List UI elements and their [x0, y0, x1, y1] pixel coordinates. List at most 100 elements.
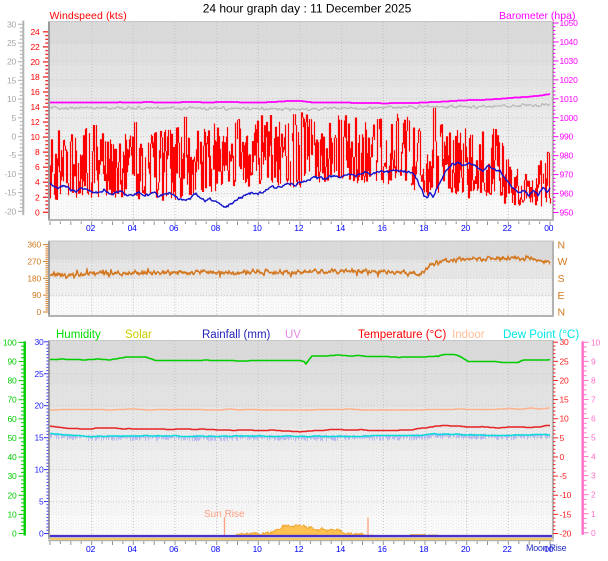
svg-text:25: 25: [7, 38, 17, 48]
svg-text:30: 30: [34, 337, 44, 347]
svg-text:Humidity: Humidity: [56, 329, 101, 341]
svg-text:100: 100: [3, 337, 17, 347]
svg-text:4: 4: [591, 452, 596, 462]
svg-text:80: 80: [7, 376, 17, 386]
svg-text:20: 20: [30, 57, 40, 67]
svg-text:960: 960: [560, 189, 574, 199]
svg-text:9: 9: [591, 356, 596, 366]
svg-text:00: 00: [544, 544, 554, 554]
svg-text:W: W: [558, 256, 568, 268]
svg-text:16: 16: [378, 223, 388, 233]
svg-text:0: 0: [39, 529, 44, 539]
svg-text:16: 16: [378, 544, 388, 554]
svg-text:22: 22: [30, 42, 40, 52]
svg-text:990: 990: [560, 132, 574, 142]
svg-text:6: 6: [35, 162, 40, 172]
svg-text:6: 6: [591, 414, 596, 424]
svg-text:30: 30: [7, 19, 17, 29]
svg-text:Indoor: Indoor: [452, 329, 485, 341]
svg-text:16: 16: [30, 87, 40, 97]
svg-text:1000: 1000: [560, 113, 579, 123]
svg-text:Sun Rise: Sun Rise: [204, 509, 245, 520]
svg-text:15: 15: [560, 395, 570, 405]
svg-text:12: 12: [30, 117, 40, 127]
svg-text:25: 25: [560, 356, 570, 366]
svg-text:24 hour graph day : 11 Decembe: 24 hour graph day : 11 December 2025: [203, 2, 412, 16]
svg-text:0: 0: [11, 132, 16, 142]
svg-text:-10: -10: [4, 169, 16, 179]
svg-text:90: 90: [7, 357, 17, 367]
svg-text:180: 180: [27, 273, 41, 283]
svg-text:Solar: Solar: [125, 329, 152, 341]
svg-text:Windspeed (kts): Windspeed (kts): [50, 10, 127, 22]
svg-text:980: 980: [560, 151, 574, 161]
svg-text:7: 7: [591, 394, 596, 404]
svg-text:N: N: [558, 239, 566, 251]
svg-text:Moon Rise: Moon Rise: [526, 543, 567, 553]
svg-text:90: 90: [32, 290, 42, 300]
svg-text:8: 8: [591, 375, 596, 385]
svg-text:06: 06: [169, 223, 179, 233]
svg-text:08: 08: [211, 223, 221, 233]
svg-text:24: 24: [30, 27, 40, 37]
svg-text:30: 30: [560, 337, 570, 347]
svg-text:1030: 1030: [560, 56, 579, 66]
svg-text:10: 10: [253, 544, 263, 554]
svg-text:50: 50: [7, 433, 17, 443]
svg-text:0: 0: [35, 207, 40, 217]
svg-text:20: 20: [34, 401, 44, 411]
svg-text:Rainfall (mm): Rainfall (mm): [202, 329, 271, 341]
svg-text:70: 70: [7, 395, 17, 405]
svg-text:Temperature (°C): Temperature (°C): [358, 329, 446, 341]
svg-text:270: 270: [27, 257, 41, 267]
svg-text:-20: -20: [4, 206, 16, 216]
svg-text:2: 2: [591, 490, 596, 500]
svg-text:-5: -5: [9, 150, 17, 160]
svg-text:25: 25: [34, 369, 44, 379]
svg-text:S: S: [558, 273, 565, 285]
svg-text:-15: -15: [4, 188, 16, 198]
svg-text:-5: -5: [560, 471, 568, 481]
svg-text:8: 8: [35, 147, 40, 157]
svg-text:20: 20: [461, 223, 471, 233]
svg-text:4: 4: [35, 177, 40, 187]
svg-text:2: 2: [35, 192, 40, 202]
svg-text:5: 5: [591, 433, 596, 443]
svg-text:10: 10: [7, 509, 17, 519]
svg-text:-15: -15: [560, 509, 572, 519]
svg-text:15: 15: [34, 433, 44, 443]
svg-text:3: 3: [591, 471, 596, 481]
svg-text:20: 20: [461, 544, 471, 554]
svg-text:Barometer (hpa): Barometer (hpa): [499, 10, 575, 22]
svg-text:950: 950: [560, 208, 574, 218]
svg-text:60: 60: [7, 414, 17, 424]
svg-text:18: 18: [419, 223, 429, 233]
svg-text:20: 20: [560, 376, 570, 386]
svg-text:02: 02: [86, 223, 96, 233]
svg-text:0: 0: [36, 307, 41, 317]
svg-text:5: 5: [11, 113, 16, 123]
svg-text:1050: 1050: [560, 18, 579, 28]
svg-text:02: 02: [86, 544, 96, 554]
svg-text:E: E: [558, 290, 565, 302]
svg-text:06: 06: [169, 544, 179, 554]
svg-text:5: 5: [39, 497, 44, 507]
svg-text:10: 10: [560, 414, 570, 424]
svg-text:08: 08: [211, 544, 221, 554]
svg-text:0: 0: [12, 529, 17, 539]
svg-text:-20: -20: [560, 529, 572, 539]
svg-text:10: 10: [253, 223, 263, 233]
svg-text:20: 20: [7, 490, 17, 500]
svg-text:12: 12: [294, 223, 304, 233]
svg-text:N: N: [558, 307, 566, 319]
svg-text:20: 20: [7, 57, 17, 67]
svg-text:-10: -10: [560, 490, 572, 500]
svg-text:18: 18: [30, 72, 40, 82]
svg-text:04: 04: [128, 544, 138, 554]
svg-text:18: 18: [419, 544, 429, 554]
svg-text:970: 970: [560, 170, 574, 180]
svg-text:12: 12: [294, 544, 304, 554]
svg-text:UV: UV: [285, 329, 301, 341]
svg-text:40: 40: [7, 452, 17, 462]
svg-text:0: 0: [560, 452, 565, 462]
